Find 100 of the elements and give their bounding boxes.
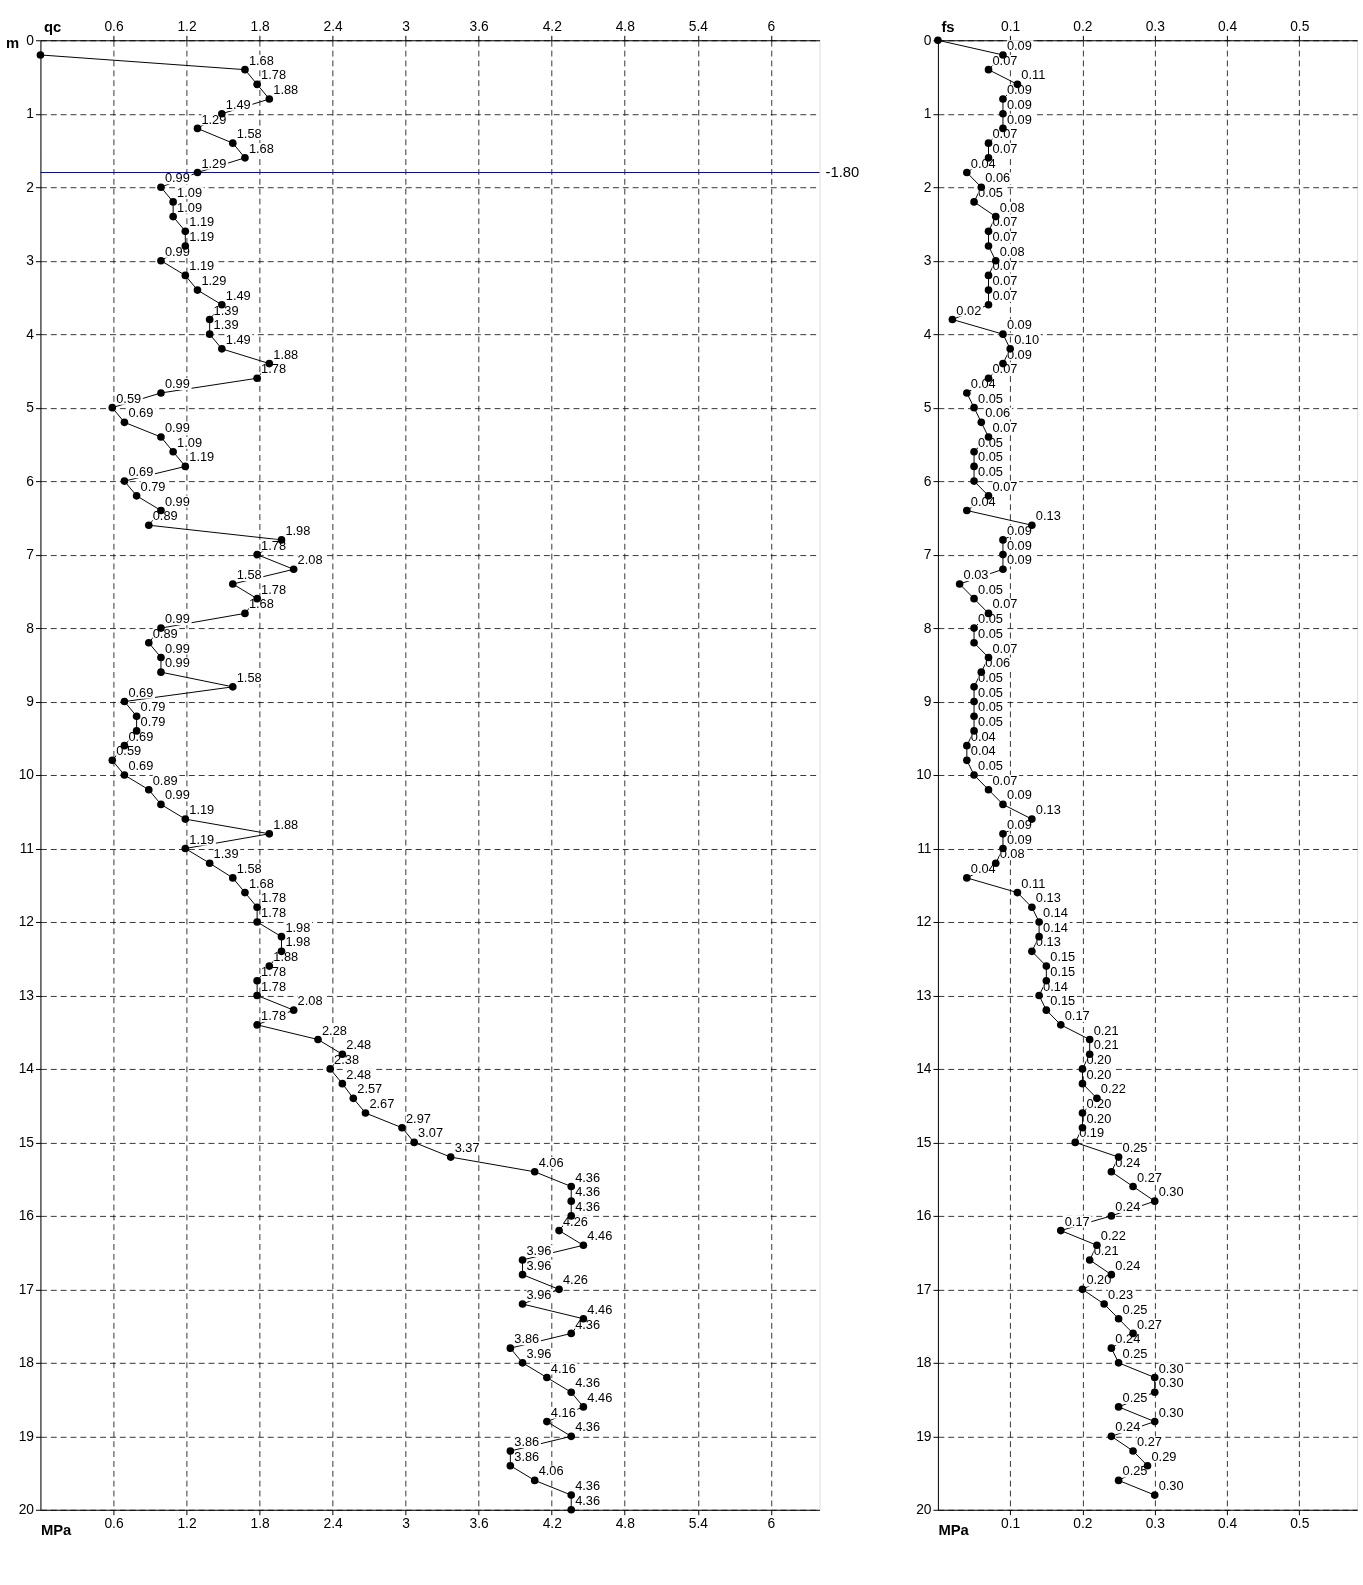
data-label: 1.88 [273,949,299,965]
data-label: 1.19 [189,802,215,818]
data-label: 0.59 [116,390,142,406]
y-tick-label: 1 [26,106,35,122]
data-label: 0.05 [978,714,1003,730]
y-tick-label: 10 [18,767,35,783]
x2-tick-label: 4.8 [615,18,636,34]
data-label: 0.09 [1006,522,1032,538]
data-label: 1.39 [213,846,239,862]
x2-tick-label: 3 [402,18,411,34]
y-tick-label: 9 [923,693,932,709]
data-label: 1.78 [261,890,287,906]
data-label: 1.78 [261,1007,287,1023]
y-tick-label: 4 [923,326,932,342]
data-label: 0.30 [1158,1360,1184,1376]
data-label: 0.04 [970,493,996,509]
data-label: 0.79 [140,478,166,494]
data-label: 4.26 [563,1213,588,1229]
data-label: 0.07 [992,596,1018,612]
y-tick-label: 20 [916,1502,932,1518]
data-label: 4.16 [550,1404,576,1420]
data-label: 2.48 [346,1037,372,1053]
data-label: 0.04 [970,860,996,876]
data-label: 2.28 [321,1022,347,1038]
data-label: 2.08 [297,993,323,1009]
data-label: 4.36 [575,1169,601,1185]
data-label: 1.78 [261,978,287,994]
data-label: 0.06 [985,170,1011,186]
text: -1.80 [825,164,860,181]
data-label: 0.20 [1086,1066,1112,1082]
data-label: 1.19 [189,214,215,230]
data-label: 1.88 [273,816,299,832]
y-tick-label: 3 [26,253,35,269]
y-tick-label: 16 [916,1208,932,1224]
data-label: 0.14 [1043,905,1068,921]
data-label: 1.19 [189,229,215,245]
data-label: 0.06 [985,405,1011,421]
data-label: 0.29 [1151,1448,1177,1464]
y-tick-label: 1 [923,106,932,122]
data-label: 0.79 [140,714,166,730]
data-label: 2.97 [405,1110,431,1126]
data-label: 0.09 [1006,96,1032,112]
data-label: 1.98 [285,934,311,950]
data-label: 0.09 [1006,38,1032,54]
data-label: 1.78 [261,67,287,83]
data-label: 0.04 [970,376,996,392]
x2-tick-label: 3.6 [469,18,490,34]
data-label: 0.04 [970,743,996,759]
data-label: 0.99 [164,420,190,436]
data-label: 0.27 [1137,1316,1162,1332]
y-tick-label: 18 [18,1355,35,1371]
y-tick-label: 20 [18,1502,35,1518]
data-label: 0.13 [1035,802,1061,818]
x2-tick-label: 0.3 [1145,18,1166,34]
data-label: 1.78 [261,581,287,597]
x2-tick-label: 0.5 [1290,18,1310,34]
data-label: 0.99 [164,640,190,656]
x2-tick-label: 5.4 [688,18,709,34]
data-label: 1.88 [273,346,299,362]
data-label: 0.07 [992,140,1018,156]
data-label: 3.86 [514,1331,540,1347]
data-label: 0.15 [1050,993,1076,1009]
data-label: 0.05 [978,758,1003,774]
data-label: 0.69 [128,684,154,700]
data-label: 0.09 [1006,537,1032,553]
data-label: 0.99 [164,655,190,671]
data-label: 0.11 [1021,67,1046,83]
data-label: 1.49 [225,96,251,112]
data-label: 0.09 [1006,831,1032,847]
data-label: 4.36 [575,1375,601,1391]
data-label: 1.19 [189,258,215,274]
data-label: 0.13 [1035,890,1061,906]
data-label: 2.48 [346,1066,372,1082]
y-axis-title: m [6,34,20,51]
data-label: 0.05 [978,390,1003,406]
data-label: 0.25 [1122,1301,1148,1317]
data-label: 0.15 [1050,949,1076,965]
data-label: 0.09 [1006,552,1032,568]
data-label: 0.24 [1115,1198,1141,1214]
y-tick-label: 12 [18,914,35,930]
data-label: 0.25 [1122,1345,1148,1361]
data-label: 0.99 [164,376,190,392]
y-tick-label: 19 [916,1428,932,1444]
data-label: 0.10 [1014,331,1040,347]
data-label: 0.04 [970,155,996,171]
y-tick-label: 19 [18,1428,35,1444]
data-label: 0.09 [1006,317,1032,333]
data-label: 1.58 [236,860,262,876]
data-label: 0.99 [164,787,190,803]
data-label: 3.86 [514,1448,540,1464]
data-label: 0.79 [140,699,166,715]
data-label: 1.78 [261,361,287,377]
data-label: 0.30 [1158,1375,1184,1391]
y-tick-label: 15 [916,1134,932,1150]
data-label: 4.46 [587,1301,613,1317]
y-tick-label: 17 [916,1281,932,1297]
y-tick-label: 10 [916,767,932,783]
y-tick-label: 9 [26,693,35,709]
data-label: 0.07 [992,420,1018,436]
y-tick-label: 5 [26,400,35,416]
